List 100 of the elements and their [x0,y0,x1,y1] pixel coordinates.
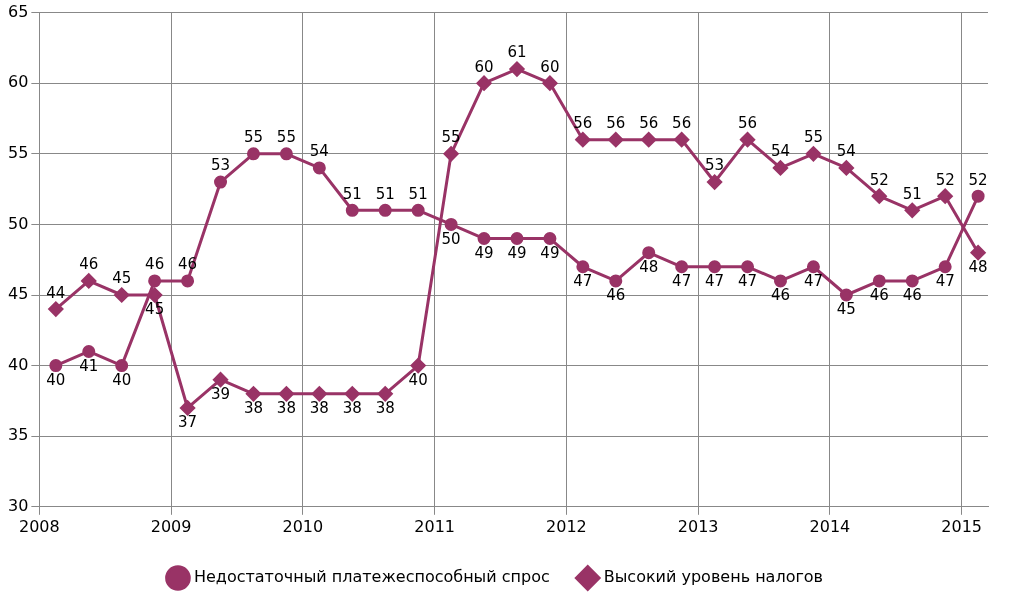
data-label: 38 [309,399,329,418]
point [48,301,64,317]
point [345,203,359,217]
point [510,232,524,246]
data-label: 46 [145,255,165,274]
data-label: 40 [46,370,66,389]
data-label: 46 [770,286,791,305]
data-label: 39 [210,385,231,404]
point [344,386,360,402]
data-label: 46 [869,286,889,305]
data-label: 51 [375,184,395,203]
data-label: 40 [112,370,132,389]
point [477,232,491,246]
x-tick-label: 2009 [150,516,192,536]
point [444,217,458,231]
point [838,160,854,176]
y-tick-label: 40 [8,354,29,374]
point [641,132,657,148]
y-tick-label: 30 [8,495,29,515]
data-label: 52 [968,170,988,189]
data-label: 47 [738,272,758,291]
data-label: 52 [935,170,955,189]
point [674,132,690,148]
point [707,174,723,190]
point [773,274,787,288]
data-label: 46 [902,286,922,305]
y-tick-label: 35 [8,425,29,445]
data-label: 56 [639,114,659,133]
data-label: 45 [112,269,132,288]
data-label: 47 [573,272,593,291]
point [279,147,293,161]
data-label: 61 [507,43,527,62]
x-tick-label: 2011 [414,516,455,536]
point [904,202,920,218]
point [214,175,228,189]
point [970,245,986,261]
point [806,260,820,274]
legend-label: Высокий уровень налогов [603,567,824,587]
data-label: 48 [968,258,988,277]
point [937,188,953,204]
data-label: 46 [79,255,99,274]
data-label: 56 [672,114,692,133]
y-tick-label: 45 [8,284,29,304]
point [708,260,722,274]
x-tick-label: 2014 [809,516,851,536]
point [805,146,821,162]
data-label: 44 [46,283,66,302]
x-tick-label: 2008 [19,516,60,536]
point [115,359,129,373]
data-label: 52 [869,170,889,189]
point [114,287,130,303]
data-label: 56 [738,114,758,133]
data-label: 47 [705,272,725,291]
data-label: 47 [935,272,955,291]
point [81,273,97,289]
data-label: 51 [902,184,922,203]
point [740,132,756,148]
point [82,344,96,358]
data-label: 53 [210,156,231,175]
point [543,232,557,246]
point [608,132,624,148]
data-label: 53 [705,156,725,175]
data-label: 47 [803,272,823,291]
point [839,288,853,302]
point [148,274,162,288]
data-label: 54 [309,142,329,161]
data-label: 50 [441,229,461,248]
x-tick-label: 2015 [941,516,983,536]
point [245,386,261,402]
point [180,400,196,416]
point [938,260,952,274]
data-label: 55 [243,128,264,147]
data-label: 48 [639,258,659,277]
data-label: 51 [408,184,428,203]
point [872,274,886,288]
x-tick-label: 2013 [677,516,719,536]
y-tick-label: 55 [8,142,29,162]
point [509,61,525,77]
point [609,274,623,288]
data-label: 41 [79,356,99,375]
point [476,75,492,91]
data-label: 46 [606,286,626,305]
point [213,372,229,388]
data-label: 40 [408,370,428,389]
point [378,203,392,217]
point [377,386,393,402]
point [576,260,590,274]
data-label: 38 [375,399,395,418]
point [311,386,327,402]
data-label: 51 [342,184,362,203]
point [905,274,919,288]
point [871,188,887,204]
data-label: 56 [606,114,626,133]
point [246,147,260,161]
point [542,75,558,91]
data-label: 55 [441,128,461,147]
data-label: 55 [276,128,296,147]
point [181,274,195,288]
point [443,146,459,162]
y-tick-label: 60 [8,72,29,92]
